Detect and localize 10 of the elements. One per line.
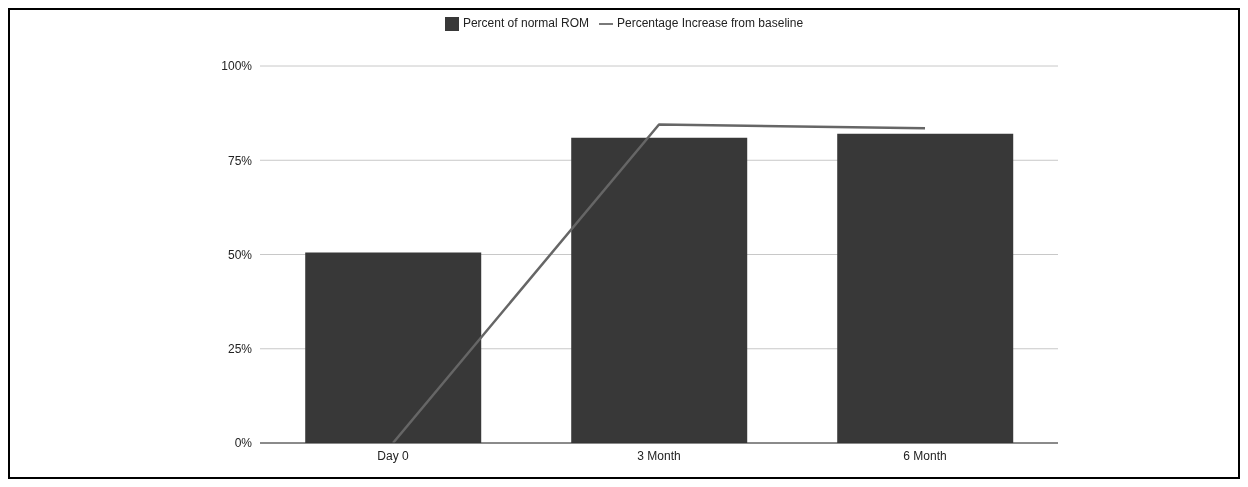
legend-label: Percentage Increase from baseline	[616, 16, 804, 30]
x-tick-label: 6 Month	[903, 448, 947, 463]
y-tick-label: 100%	[221, 59, 253, 74]
y-tick-label: 75%	[227, 153, 253, 168]
y-tick-label: 0%	[234, 436, 253, 451]
x-tick-label: 3 Month	[637, 448, 681, 463]
y-tick-label: 25%	[227, 342, 253, 357]
y-tick-label: 50%	[227, 247, 253, 262]
legend-label: Percent of normal ROM	[462, 16, 589, 30]
x-tick-label: Day 0	[377, 448, 409, 463]
